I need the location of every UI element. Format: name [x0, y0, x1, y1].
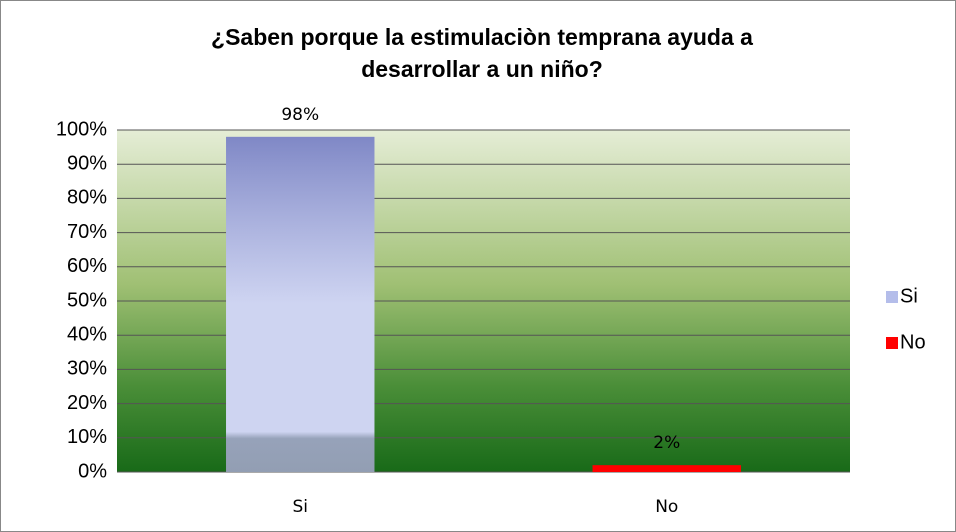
y-tick-label: 40%	[67, 323, 107, 345]
y-tick-label: 80%	[67, 187, 107, 209]
x-tick-label: Si	[292, 497, 308, 517]
legend-swatch	[886, 291, 898, 303]
legend-label: No	[900, 331, 926, 353]
y-tick-label: 20%	[67, 392, 107, 414]
y-tick-label: 50%	[67, 289, 107, 311]
bar	[592, 465, 741, 472]
y-tick-label: 30%	[67, 358, 107, 380]
y-tick-label: 90%	[67, 152, 107, 174]
value-label: 98%	[281, 105, 319, 125]
legend-label: Si	[900, 285, 918, 307]
y-tick-label: 100%	[56, 118, 107, 140]
chart-title: ¿Saben porque la estimulaciòn temprana a…	[211, 24, 753, 50]
chart-title: desarrollar a un niño?	[361, 56, 603, 82]
bar-shade	[226, 136, 375, 472]
x-tick-label: No	[655, 497, 678, 517]
legend-swatch	[886, 337, 898, 349]
y-tick-label: 10%	[67, 426, 107, 448]
y-tick-label: 0%	[78, 460, 107, 482]
y-tick-label: 60%	[67, 255, 107, 277]
y-tick-label: 70%	[67, 221, 107, 243]
value-label: 2%	[653, 433, 680, 453]
